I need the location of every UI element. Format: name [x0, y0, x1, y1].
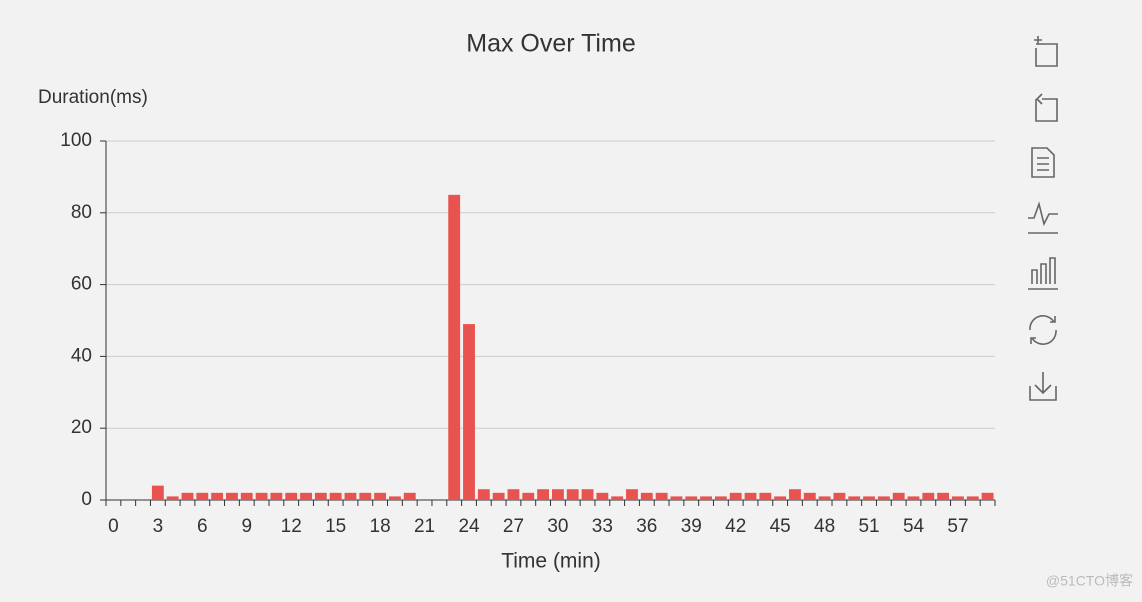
bar: [966, 496, 979, 500]
y-tick-label: 0: [81, 489, 92, 510]
bar: [329, 492, 342, 500]
x-tick-label: 30: [547, 516, 568, 537]
bar: [463, 324, 475, 500]
y-axis-title: Duration(ms): [38, 87, 148, 108]
x-tick-label: 24: [458, 516, 480, 537]
bar: [240, 492, 253, 500]
bar: [981, 492, 994, 500]
bar: [151, 485, 164, 500]
y-tick-label: 40: [71, 345, 92, 366]
x-tick-label: 57: [947, 516, 968, 537]
bar: [863, 496, 875, 500]
x-tick-label: 54: [903, 516, 925, 537]
bar: [507, 489, 520, 500]
bar: [640, 492, 653, 500]
x-axis-title: Time (min): [501, 550, 601, 573]
x-tick-label: 21: [414, 516, 435, 537]
bar: [492, 492, 505, 500]
line-icon[interactable]: [1028, 201, 1058, 234]
bar: [314, 492, 327, 500]
bar: [403, 492, 416, 500]
bar-icon[interactable]: [1028, 257, 1058, 290]
data-view-icon[interactable]: [1031, 147, 1055, 178]
bar: [344, 492, 357, 500]
x-tick-label: 42: [725, 516, 746, 537]
x-tick-label: 51: [858, 516, 879, 537]
zoom-icon[interactable]: [1034, 36, 1058, 67]
x-tick-label: 0: [108, 516, 119, 537]
bar: [655, 492, 668, 500]
y-tick-label: 80: [71, 202, 92, 223]
bar: [551, 489, 564, 500]
y-tick-label: 20: [71, 417, 92, 438]
x-tick-label: 12: [281, 516, 302, 537]
bar: [255, 492, 268, 500]
bar: [922, 492, 935, 500]
chart-title: Max Over Time: [466, 30, 635, 58]
bar: [892, 492, 905, 500]
bar: [566, 489, 579, 500]
x-tick-label: 3: [153, 516, 164, 537]
bar: [907, 496, 920, 500]
bar: [166, 496, 179, 500]
y-tick-label: 100: [60, 130, 92, 151]
x-tick-label: 48: [814, 516, 835, 537]
x-tick-label: 6: [197, 516, 208, 537]
bar: [714, 496, 727, 500]
bar: [181, 492, 194, 500]
bar: [789, 489, 801, 500]
bar: [833, 492, 846, 500]
bar: [374, 492, 387, 500]
x-tick-label: 45: [770, 516, 791, 537]
bar: [300, 492, 312, 500]
bar: [685, 496, 698, 500]
y-tick-label: 60: [71, 274, 92, 295]
x-tick-label: 27: [503, 516, 524, 537]
bar: [670, 496, 683, 500]
x-tick-label: 15: [325, 516, 346, 537]
bar: [952, 496, 964, 500]
bar: [744, 492, 757, 500]
bar: [448, 194, 461, 500]
watermark: @51CTO博客: [1046, 573, 1133, 589]
x-tick-label: 18: [370, 516, 391, 537]
bar: [477, 489, 490, 500]
bar: [196, 492, 209, 500]
bar: [270, 492, 283, 500]
bar: [937, 492, 950, 500]
bar: [848, 496, 861, 500]
x-tick-label: 33: [592, 516, 613, 537]
bar: [774, 496, 787, 500]
bar: [226, 492, 238, 500]
x-tick-label: 36: [636, 516, 657, 537]
bar: [359, 492, 372, 500]
bar: [388, 496, 401, 500]
bar: [596, 492, 609, 500]
bar: [626, 489, 638, 500]
bar: [537, 489, 550, 500]
bar: [803, 492, 816, 500]
bar: [581, 489, 594, 500]
save-icon[interactable]: [1029, 372, 1057, 401]
bar: [700, 496, 713, 500]
zoom-reset-icon[interactable]: [1035, 93, 1058, 122]
bar: [877, 496, 890, 500]
x-tick-label: 39: [681, 516, 702, 537]
bar: [522, 492, 535, 500]
bar: [818, 496, 831, 500]
bar: [729, 492, 742, 500]
bar: [285, 492, 298, 500]
bar: [611, 496, 624, 500]
x-tick-label: 9: [241, 516, 252, 537]
toolbox: [1028, 36, 1058, 401]
restore-icon[interactable]: [1029, 315, 1057, 345]
bar: [211, 492, 224, 500]
bar: [759, 492, 772, 500]
